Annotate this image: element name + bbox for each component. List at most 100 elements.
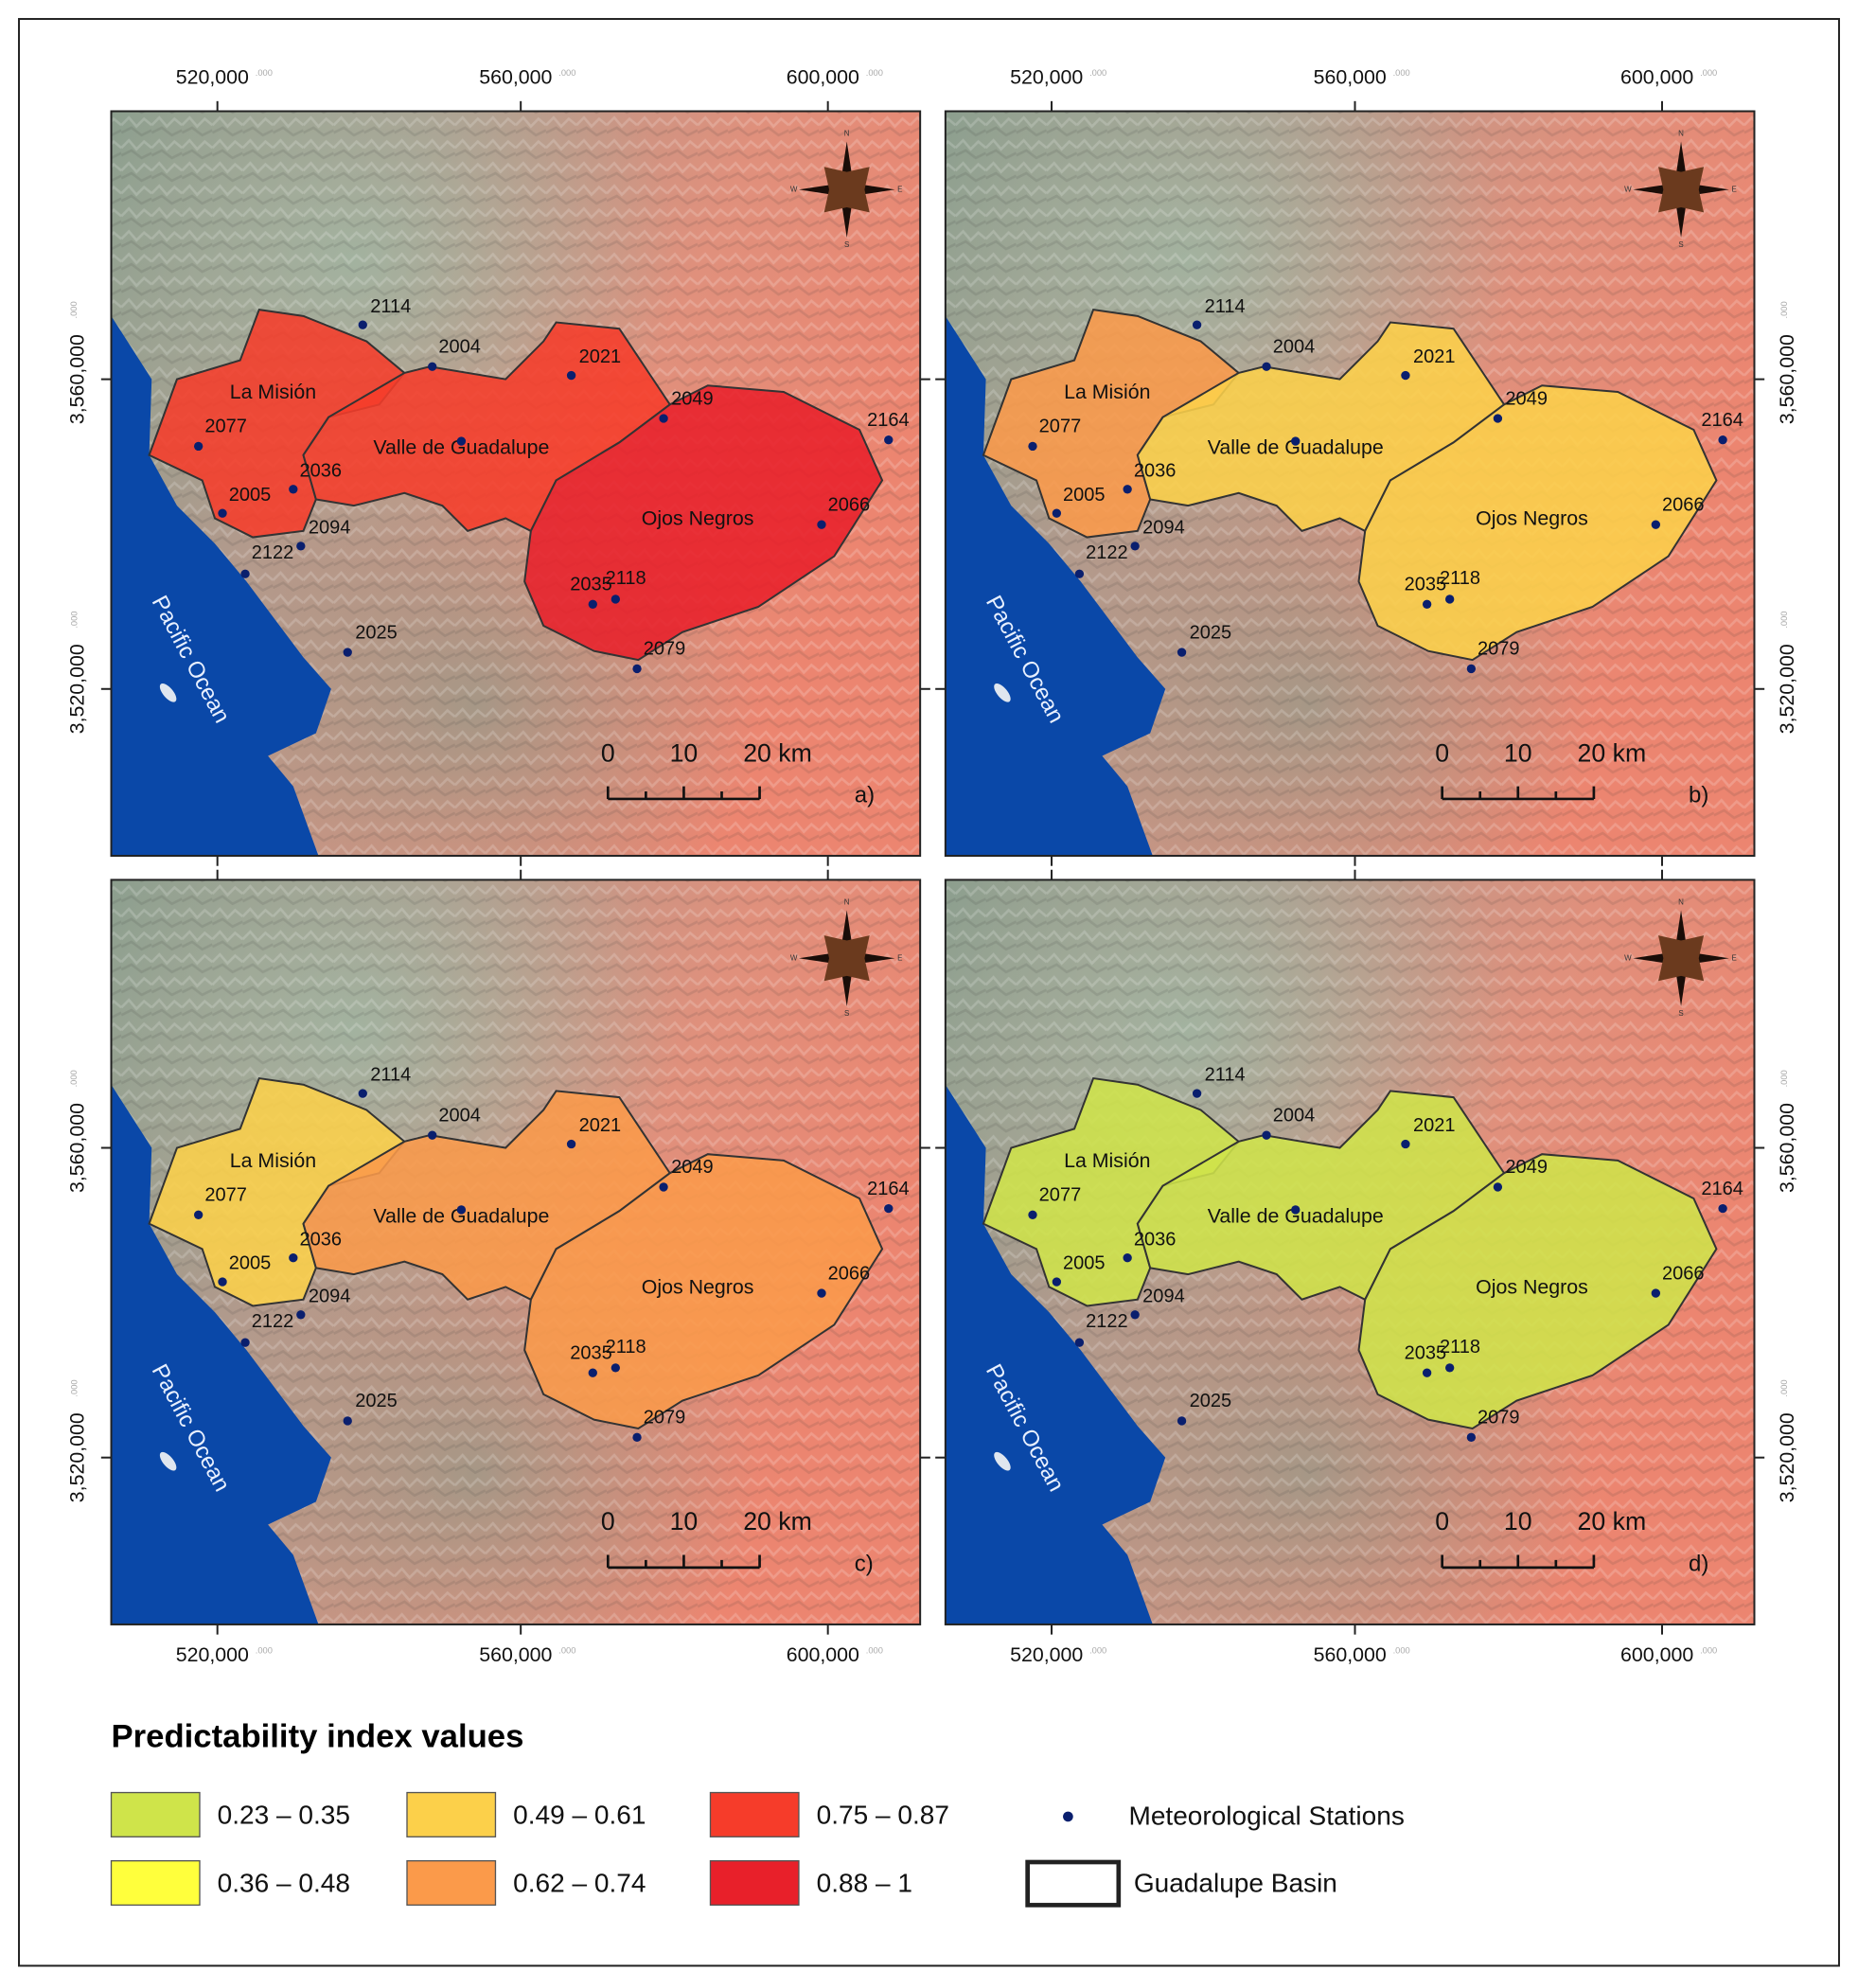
station <box>1291 1205 1301 1215</box>
station <box>428 362 437 371</box>
station <box>358 1089 367 1098</box>
station <box>1718 1203 1727 1214</box>
station <box>193 1210 203 1219</box>
x-tick-suffix: .000 <box>1089 1645 1106 1655</box>
compass-letter: W <box>1624 953 1632 962</box>
station-label: 2122 <box>1086 542 1128 563</box>
y-tick-suffix: .000 <box>69 1379 79 1396</box>
station-label: 2049 <box>671 388 714 409</box>
x-tick-suffix: .000 <box>256 1645 273 1655</box>
station-label: 2114 <box>370 1065 411 1086</box>
station-label: 2122 <box>1086 1311 1128 1332</box>
station <box>1177 648 1187 657</box>
scale-bar <box>606 1554 761 1570</box>
compass-letter: N <box>1678 130 1684 138</box>
y-tick-label: 3,520,000 <box>1776 644 1798 734</box>
station <box>1651 1288 1661 1298</box>
station <box>1422 599 1432 609</box>
x-tick-suffix: .000 <box>1393 68 1410 78</box>
station <box>1466 664 1477 674</box>
station <box>884 1203 894 1214</box>
station-label: 2005 <box>1063 485 1106 506</box>
station-label: 2079 <box>1478 639 1520 660</box>
legend-swatch <box>406 1791 497 1837</box>
compass-star <box>1658 935 1705 982</box>
legend-label: 0.23 – 0.35 <box>218 1800 350 1829</box>
y-tick-label: 3,560,000 <box>1776 1103 1798 1193</box>
station-label: 2118 <box>1440 568 1480 589</box>
station <box>610 1363 621 1373</box>
station <box>1262 362 1271 371</box>
compass-letter: E <box>1731 185 1736 193</box>
region-label: La Misión <box>230 381 316 403</box>
region-label: La Misión <box>230 1149 316 1172</box>
island <box>159 683 177 702</box>
station <box>1130 541 1140 551</box>
station <box>218 508 227 518</box>
map-frame <box>944 879 1756 1625</box>
station <box>1262 1130 1271 1140</box>
legend-label: 0.88 – 1 <box>817 1868 912 1897</box>
station-label: 2036 <box>1134 1229 1177 1250</box>
station <box>289 1253 298 1263</box>
station-label: 2118 <box>606 568 646 589</box>
legend: Predictability index values Meteorologic… <box>110 1718 1405 1908</box>
region-label: Valle de Guadalupe <box>373 1205 549 1228</box>
island <box>159 1451 177 1471</box>
station <box>566 1139 576 1149</box>
x-tick-label: 600,000 <box>787 1643 859 1666</box>
station <box>456 436 467 446</box>
scale-label: 0 <box>601 1507 615 1535</box>
station-label: 2094 <box>1142 1286 1185 1306</box>
legend-swatch <box>406 1859 497 1907</box>
station <box>1493 414 1503 423</box>
y-tick-label: 3,560,000 <box>1776 334 1798 424</box>
station <box>1074 1338 1085 1347</box>
ocean <box>945 1084 1166 1624</box>
station <box>632 1432 642 1442</box>
station <box>240 569 250 578</box>
x-tick-suffix: .000 <box>256 68 273 78</box>
x-tick-suffix: .000 <box>558 68 575 78</box>
station <box>1028 1210 1037 1219</box>
station-label: 2005 <box>1063 1253 1106 1274</box>
compass-letter: S <box>844 240 849 249</box>
station <box>1130 1310 1140 1320</box>
station-label: 2164 <box>867 1179 910 1199</box>
station-label: 2025 <box>1190 622 1232 643</box>
station-label: 2077 <box>204 1185 247 1206</box>
legend-title: Predictability index values <box>112 1718 524 1754</box>
station <box>1052 508 1062 518</box>
y-tick-suffix: .000 <box>69 301 79 318</box>
compass-star <box>1658 167 1705 213</box>
station-label: 2066 <box>1662 494 1705 515</box>
map-frame <box>110 110 922 858</box>
station-label: 2164 <box>1701 410 1743 431</box>
station <box>1466 1432 1477 1442</box>
station-label: 2077 <box>204 417 247 437</box>
station-label: 2094 <box>309 1286 351 1306</box>
station <box>817 520 826 529</box>
station <box>1177 1416 1187 1426</box>
legend-swatch <box>709 1859 800 1907</box>
legend-swatch <box>709 1791 800 1837</box>
station-label: 2114 <box>1205 296 1246 317</box>
station-label: 2036 <box>299 460 342 481</box>
station-label: 2079 <box>644 639 686 660</box>
station-label: 2004 <box>438 337 481 358</box>
y-tick-suffix: .000 <box>69 612 79 629</box>
compass-rose: N E S W <box>1624 898 1737 1019</box>
station <box>817 1288 826 1298</box>
station-label: 2049 <box>1505 388 1548 409</box>
region-label: Valle de Guadalupe <box>1208 1205 1384 1228</box>
ocean <box>111 315 331 857</box>
region-label: Ojos Negros <box>1476 1275 1588 1298</box>
legend-label: 0.36 – 0.48 <box>218 1868 350 1897</box>
x-tick-label: 520,000 <box>176 65 249 88</box>
legend-label: 0.75 – 0.87 <box>817 1800 949 1829</box>
region-label: La Misión <box>1064 1149 1150 1172</box>
